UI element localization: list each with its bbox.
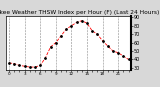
Title: Milwaukee Weather THSW Index per Hour (F) (Last 24 Hours): Milwaukee Weather THSW Index per Hour (F… <box>0 10 159 15</box>
